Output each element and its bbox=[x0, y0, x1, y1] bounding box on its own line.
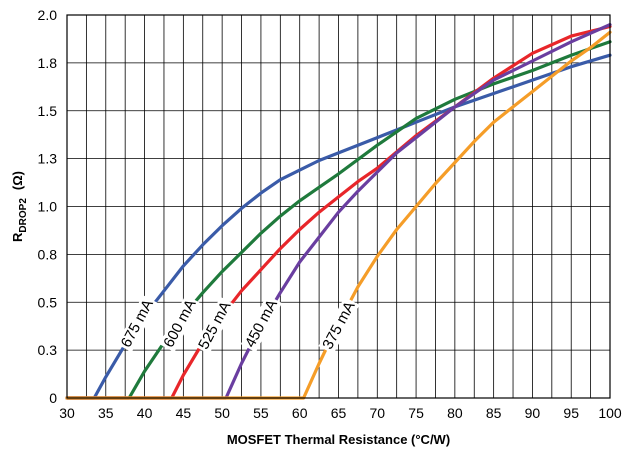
curve-label: 450 mA bbox=[242, 297, 281, 351]
curve-label: 525 mA bbox=[195, 299, 234, 353]
y-axis-title-main: R bbox=[10, 232, 25, 242]
y-tick-label: 1.0 bbox=[38, 199, 58, 215]
curve-label: 600 mA bbox=[160, 297, 199, 351]
x-tick-label: 90 bbox=[525, 405, 541, 421]
plot-frame bbox=[66, 14, 611, 399]
x-tick-label: 100 bbox=[598, 405, 622, 421]
curve-label: 675 mA bbox=[118, 297, 157, 351]
curve-label-background bbox=[240, 294, 282, 353]
y-tick-label: 1.5 bbox=[38, 103, 58, 119]
y-tick-label: 1.8 bbox=[38, 55, 58, 71]
curve-label-background bbox=[318, 296, 360, 355]
x-tick-label: 85 bbox=[486, 405, 502, 421]
y-tick-label: 0 bbox=[49, 390, 57, 406]
x-tick-label: 75 bbox=[408, 405, 424, 421]
curve-label: 375 mA bbox=[319, 299, 358, 353]
x-tick-label: 70 bbox=[369, 405, 385, 421]
y-tick-labels: 0 0.3 0.5 0.8 1.0 1.3 1.5 1.8 2.0 bbox=[38, 7, 58, 406]
y-axis-title-unit: (Ω) bbox=[10, 171, 25, 190]
x-tick-label: 45 bbox=[176, 405, 192, 421]
curve-label-background bbox=[116, 294, 158, 353]
x-tick-label: 80 bbox=[447, 405, 463, 421]
x-tick-labels: 30 35 40 45 50 55 60 65 70 75 80 85 90 95 100 bbox=[59, 405, 622, 421]
y-tick-label: 2.0 bbox=[38, 7, 58, 23]
x-tick-label: 30 bbox=[59, 405, 75, 421]
curve-label-background bbox=[194, 296, 236, 355]
x-tick-label: 55 bbox=[253, 405, 269, 421]
y-tick-label: 0.3 bbox=[38, 342, 58, 358]
x-tick-label: 50 bbox=[214, 405, 230, 421]
x-tick-label: 65 bbox=[331, 405, 347, 421]
x-axis-title: MOSFET Thermal Resistance (°C/W) bbox=[227, 432, 450, 447]
x-tick-label: 35 bbox=[98, 405, 114, 421]
y-axis-title-sub: DROP2 bbox=[18, 198, 29, 233]
y-tick-label: 1.3 bbox=[38, 151, 58, 167]
x-tick-label: 95 bbox=[563, 405, 579, 421]
x-tick-label: 40 bbox=[137, 405, 153, 421]
y-axis-title: RDROP2 (Ω) bbox=[10, 171, 29, 242]
x-tick-label: 60 bbox=[292, 405, 308, 421]
curve-label-background bbox=[159, 294, 201, 353]
y-tick-label: 0.5 bbox=[38, 294, 58, 310]
y-tick-label: 0.8 bbox=[38, 246, 58, 262]
